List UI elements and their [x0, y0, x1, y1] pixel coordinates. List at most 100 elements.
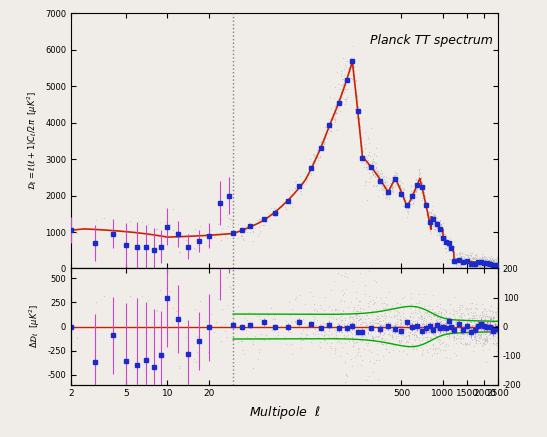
Point: [365, 162, 374, 169]
Point: [337, 297, 346, 304]
Point: [464, 325, 473, 332]
Point: [482, 312, 491, 319]
Point: [431, 214, 440, 221]
Point: [359, 305, 368, 312]
Point: [481, 334, 490, 341]
Point: [486, 322, 495, 329]
Point: [410, 181, 419, 188]
Point: [478, 251, 486, 258]
Point: [366, 165, 375, 172]
Point: [290, 185, 299, 192]
Point: [384, 326, 393, 333]
Point: [377, 166, 386, 173]
Point: [369, 323, 378, 330]
Point: [366, 318, 375, 325]
Point: [467, 336, 476, 343]
Point: [374, 316, 382, 323]
Point: [493, 263, 502, 270]
Point: [295, 172, 304, 179]
Point: [473, 323, 482, 329]
Point: [449, 334, 458, 341]
Point: [226, 285, 235, 292]
Point: [395, 316, 404, 323]
Point: [368, 171, 377, 178]
Point: [254, 356, 263, 363]
Point: [461, 342, 470, 349]
Point: [452, 319, 461, 326]
Point: [476, 256, 485, 263]
Point: [399, 326, 408, 333]
Point: [444, 248, 452, 255]
Point: [444, 244, 453, 251]
Point: [398, 190, 407, 197]
Point: [434, 225, 443, 232]
Point: [436, 320, 445, 327]
Point: [175, 365, 184, 372]
Point: [487, 330, 496, 337]
Point: [436, 232, 445, 239]
Point: [395, 184, 404, 191]
Point: [417, 184, 426, 191]
Point: [453, 257, 462, 264]
Point: [454, 307, 463, 314]
Point: [422, 203, 430, 210]
Point: [362, 153, 371, 160]
Point: [352, 319, 360, 326]
Point: [236, 228, 245, 235]
Point: [447, 247, 456, 254]
Point: [484, 263, 493, 270]
Point: [457, 310, 465, 317]
Point: [441, 236, 450, 243]
Point: [481, 265, 490, 272]
Point: [347, 75, 356, 82]
Point: [467, 328, 476, 335]
Point: [469, 262, 478, 269]
Point: [223, 222, 232, 229]
Point: [339, 307, 348, 314]
Point: [351, 311, 359, 318]
Point: [389, 178, 398, 185]
Point: [393, 184, 402, 191]
Point: [377, 170, 386, 177]
Point: [493, 257, 502, 264]
Point: [477, 331, 486, 338]
Point: [482, 260, 491, 267]
Point: [441, 319, 450, 326]
Point: [171, 228, 180, 235]
Point: [423, 312, 432, 319]
Point: [375, 177, 384, 184]
Point: [371, 182, 380, 189]
Point: [411, 325, 420, 332]
Point: [436, 320, 445, 327]
Point: [350, 105, 359, 112]
Point: [301, 330, 310, 337]
Point: [387, 188, 396, 195]
Point: [418, 184, 427, 191]
Point: [368, 337, 377, 344]
Point: [487, 310, 496, 317]
Point: [372, 163, 381, 170]
Point: [369, 171, 377, 178]
Point: [464, 258, 473, 265]
Point: [469, 255, 478, 262]
Point: [352, 329, 360, 336]
Point: [492, 263, 501, 270]
Point: [391, 319, 399, 326]
Point: [352, 95, 361, 102]
Point: [387, 184, 395, 191]
Point: [459, 259, 468, 266]
Point: [491, 323, 500, 330]
Point: [352, 308, 361, 315]
Point: [426, 309, 435, 316]
Point: [248, 337, 257, 344]
Point: [422, 198, 431, 205]
Point: [259, 337, 268, 344]
Point: [391, 342, 399, 349]
Point: [493, 317, 502, 324]
Point: [369, 319, 378, 326]
Point: [384, 190, 393, 197]
Point: [373, 169, 382, 176]
Point: [439, 316, 448, 323]
Point: [440, 236, 449, 243]
Point: [488, 262, 497, 269]
